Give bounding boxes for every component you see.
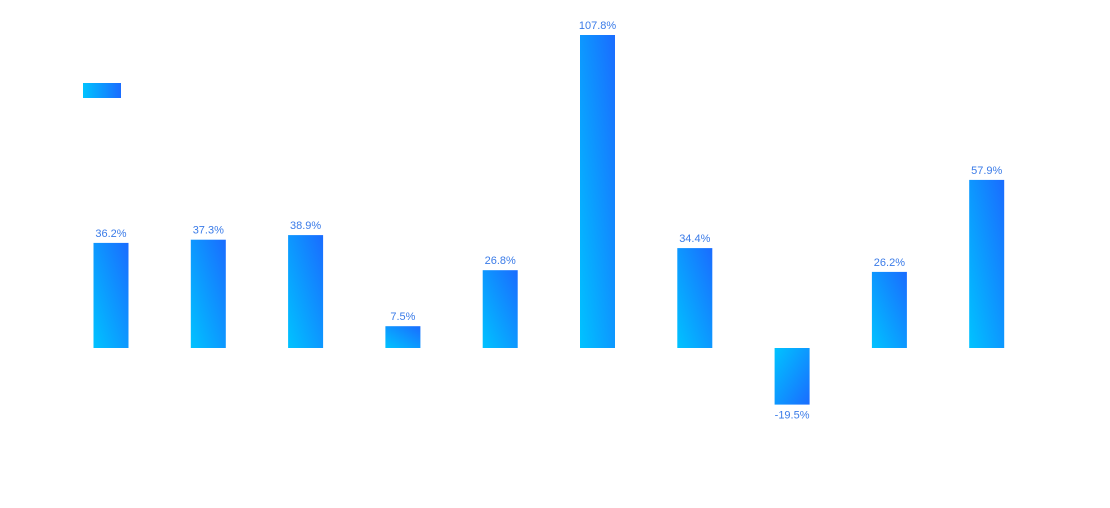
bar: [93, 242, 129, 348]
bar: [288, 235, 324, 348]
bar: [677, 248, 713, 348]
chart-legend: [83, 83, 121, 98]
bar-value-label: 107.8%: [579, 20, 617, 32]
bar-value-label: -19.5%: [775, 410, 810, 422]
bar: [774, 348, 810, 405]
bar-value-label: 38.9%: [290, 220, 321, 232]
bar-value-label: 7.5%: [390, 311, 415, 323]
bar-value-label: 34.4%: [679, 233, 710, 245]
bar-value-label: 57.9%: [971, 165, 1002, 177]
bar-value-label: 36.2%: [95, 228, 126, 240]
bar-value-label: 37.3%: [193, 225, 224, 237]
bar: [190, 239, 226, 348]
bar: [871, 271, 907, 348]
bar: [482, 270, 518, 348]
data-labels: 36.2% 37.3% 38.9% 7.5% 26.8% 107.8% 34.4% -19.5…: [95, 20, 1002, 422]
bars: [93, 35, 1005, 405]
bar: [580, 35, 615, 348]
bar: [385, 326, 421, 348]
legend-swatch: [83, 83, 121, 98]
bar: [969, 179, 1005, 348]
bar-value-label: 26.8%: [485, 255, 516, 267]
bar-value-label: 26.2%: [874, 257, 905, 269]
